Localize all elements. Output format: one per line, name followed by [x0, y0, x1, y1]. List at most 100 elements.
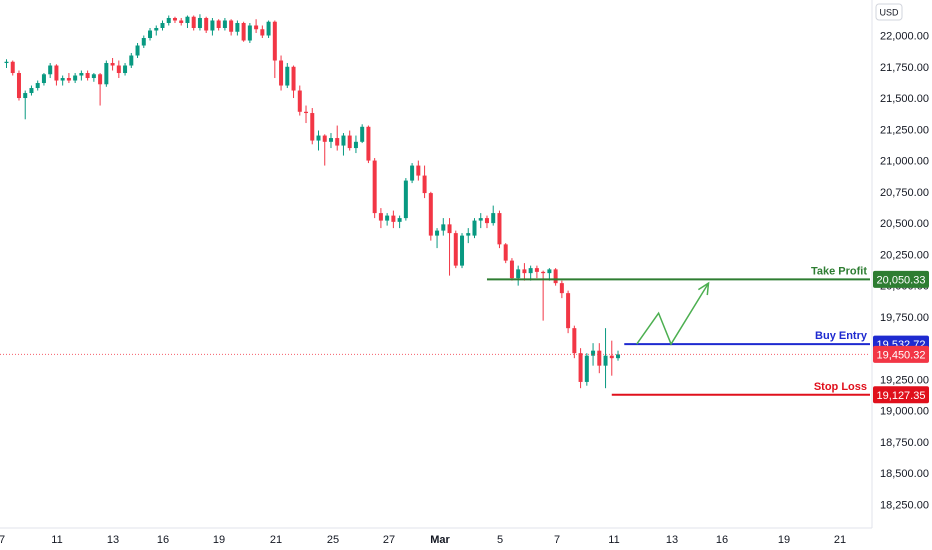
candle[interactable]	[410, 163, 415, 184]
candle[interactable]	[35, 80, 40, 91]
candle[interactable]	[366, 125, 371, 164]
candle[interactable]	[260, 25, 265, 39]
candle[interactable]	[216, 19, 221, 31]
candle[interactable]	[378, 208, 383, 229]
candle[interactable]	[391, 210, 396, 229]
candle[interactable]	[616, 350, 621, 361]
candle[interactable]	[347, 130, 352, 151]
candle[interactable]	[10, 60, 15, 76]
candle[interactable]	[166, 15, 171, 26]
candle[interactable]	[416, 160, 421, 181]
candle[interactable]	[23, 90, 28, 120]
candle[interactable]	[110, 58, 115, 71]
candle[interactable]	[291, 65, 296, 99]
candle[interactable]	[60, 75, 65, 86]
candle[interactable]	[4, 59, 9, 69]
candle[interactable]	[528, 265, 533, 281]
candle[interactable]	[229, 19, 234, 36]
candle[interactable]	[285, 63, 290, 89]
candle[interactable]	[210, 17, 215, 36]
candle[interactable]	[148, 27, 153, 41]
candle[interactable]	[304, 105, 309, 124]
candle[interactable]	[597, 343, 602, 374]
candle[interactable]	[559, 280, 564, 299]
candle[interactable]	[141, 35, 146, 49]
currency-box[interactable]	[875, 3, 903, 21]
candle[interactable]	[441, 218, 446, 236]
candle[interactable]	[460, 233, 465, 269]
candle[interactable]	[322, 134, 327, 166]
candle[interactable]	[591, 343, 596, 366]
candle[interactable]	[316, 130, 321, 151]
candle[interactable]	[54, 64, 59, 86]
plot-area[interactable]	[4, 14, 621, 389]
candle[interactable]	[403, 178, 408, 221]
candle[interactable]	[503, 243, 508, 264]
candle[interactable]	[478, 213, 483, 229]
candle[interactable]	[484, 215, 489, 229]
candle[interactable]	[372, 158, 377, 219]
candle[interactable]	[553, 268, 558, 286]
candle[interactable]	[191, 15, 196, 31]
price-axis[interactable]: USD 22,000.00 21,750.00 21,500.00 21,250.00 2…	[871, 0, 929, 528]
candle[interactable]	[360, 124, 365, 144]
candle[interactable]	[135, 43, 140, 59]
candle[interactable]	[447, 218, 452, 276]
candle[interactable]	[578, 348, 583, 389]
candle[interactable]	[254, 19, 259, 33]
candle[interactable]	[385, 213, 390, 226]
candle[interactable]	[104, 60, 109, 87]
candle[interactable]	[466, 228, 471, 244]
candle[interactable]	[328, 133, 333, 149]
candle[interactable]	[222, 17, 227, 31]
candle[interactable]	[41, 73, 46, 86]
candle[interactable]	[572, 325, 577, 359]
candle[interactable]	[279, 55, 284, 91]
candle[interactable]	[172, 16, 177, 23]
candle[interactable]	[116, 60, 121, 79]
candle[interactable]	[247, 22, 252, 44]
candle[interactable]	[85, 70, 90, 81]
candle[interactable]	[522, 263, 527, 281]
candle[interactable]	[335, 125, 340, 151]
candle[interactable]	[541, 270, 546, 321]
candle[interactable]	[73, 73, 78, 84]
candle[interactable]	[123, 63, 128, 76]
candle[interactable]	[272, 20, 277, 79]
candle[interactable]	[185, 15, 190, 28]
candle[interactable]	[341, 133, 346, 156]
candle[interactable]	[16, 70, 21, 101]
candle[interactable]	[266, 20, 271, 39]
candle[interactable]	[197, 14, 202, 31]
candle[interactable]	[534, 265, 539, 279]
candle[interactable]	[566, 290, 571, 334]
candle[interactable]	[509, 258, 514, 281]
candle[interactable]	[603, 328, 608, 389]
candle[interactable]	[204, 16, 209, 33]
candle[interactable]	[497, 210, 502, 249]
candle[interactable]	[353, 135, 358, 154]
candle[interactable]	[235, 20, 240, 36]
candle[interactable]	[160, 20, 165, 31]
candle[interactable]	[241, 21, 246, 42]
candle[interactable]	[422, 165, 427, 199]
candle[interactable]	[297, 85, 302, 116]
candle[interactable]	[428, 191, 433, 241]
candle[interactable]	[397, 215, 402, 229]
candle[interactable]	[179, 17, 184, 26]
candle[interactable]	[154, 25, 159, 36]
candle[interactable]	[453, 230, 458, 269]
candle[interactable]	[29, 85, 34, 96]
candle[interactable]	[435, 228, 440, 249]
candle[interactable]	[584, 353, 589, 386]
candle[interactable]	[310, 108, 315, 145]
candle[interactable]	[66, 73, 71, 84]
candle[interactable]	[79, 70, 84, 81]
candle[interactable]	[472, 218, 477, 239]
candle[interactable]	[48, 63, 53, 79]
candle[interactable]	[98, 73, 103, 106]
candle[interactable]	[91, 73, 96, 82]
candle[interactable]	[609, 340, 614, 376]
candle[interactable]	[516, 265, 521, 286]
